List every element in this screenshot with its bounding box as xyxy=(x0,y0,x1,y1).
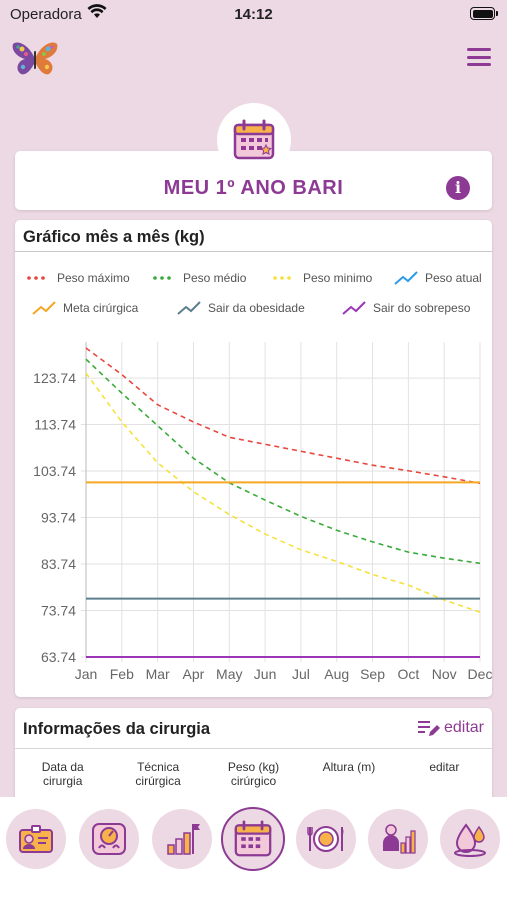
x-tick-label: Dec xyxy=(468,666,492,682)
calendar-badge xyxy=(217,103,291,177)
legend-marker xyxy=(32,301,56,315)
meal-plate-icon xyxy=(307,826,344,852)
x-tick-label: Mar xyxy=(146,666,170,682)
legend-marker xyxy=(160,276,164,280)
page-title: MEU 1º ANO BARI xyxy=(163,177,344,199)
calendar-icon xyxy=(234,820,272,857)
legend-marker xyxy=(280,276,284,280)
carrier-label: Operadora xyxy=(10,6,82,23)
legend-marker xyxy=(27,276,31,280)
series-line-peso-minimo xyxy=(85,372,481,613)
x-tick-label: May xyxy=(216,666,242,682)
butterfly-logo-icon[interactable] xyxy=(11,40,59,78)
legend-marker xyxy=(342,301,366,315)
status-bar: Operadora 14:12 xyxy=(0,0,507,30)
id-card-icon xyxy=(19,825,53,853)
edit-surgery-button[interactable]: editar xyxy=(417,719,484,737)
surgery-info-card: Informações da cirurgia editar Data da ci… xyxy=(15,708,492,808)
y-tick-label: 123.74 xyxy=(33,370,76,386)
y-tick-label: 93.74 xyxy=(41,510,76,526)
y-tick-label: 83.74 xyxy=(41,556,76,572)
legend-label: Sair do sobrepeso xyxy=(373,301,471,315)
series-line-peso-médio xyxy=(85,358,481,565)
legend-label: Peso médio xyxy=(183,271,247,285)
weight-chart: Peso máximo Peso médio Peso minimo Peso atu… xyxy=(27,271,492,682)
surgery-table-header: Data da cirurgia Técnica cirúrgica Peso (k… xyxy=(15,760,492,788)
column-header-edit: editar xyxy=(429,760,460,774)
legend-marker xyxy=(177,301,201,315)
community-stats-icon xyxy=(383,824,416,854)
progress-flag-icon xyxy=(167,824,200,855)
x-tick-label: Sep xyxy=(360,666,385,682)
scale-icon xyxy=(92,823,126,855)
x-tick-label: Nov xyxy=(432,666,457,682)
battery-icon xyxy=(470,7,498,20)
x-tick-label: Jul xyxy=(292,666,310,682)
x-tick-label: Jan xyxy=(75,666,98,682)
edit-label: editar xyxy=(443,719,484,736)
nav-scale[interactable] xyxy=(79,809,139,869)
column-header-height: Altura (m) xyxy=(322,760,376,774)
x-tick-label: Apr xyxy=(183,666,205,682)
y-tick-label: 63.74 xyxy=(41,649,76,665)
menu-button[interactable] xyxy=(467,48,491,68)
x-tick-label: Jun xyxy=(254,666,277,682)
info-icon[interactable]: i xyxy=(446,176,470,200)
legend-marker xyxy=(167,276,171,280)
legend-label: Peso minimo xyxy=(303,271,373,285)
bottom-navigation xyxy=(0,797,507,900)
x-tick-label: Aug xyxy=(324,666,349,682)
clock: 14:12 xyxy=(234,6,273,23)
legend-label: Meta cirúrgica xyxy=(63,301,139,315)
legend-marker xyxy=(394,271,418,285)
column-header-technique: Técnica cirúrgica xyxy=(135,760,181,788)
legend-marker xyxy=(273,276,277,280)
legend-label: Peso atual xyxy=(425,271,482,285)
edit-list-icon xyxy=(417,721,440,736)
legend-marker xyxy=(34,276,38,280)
calendar-icon xyxy=(233,119,275,160)
nav-community[interactable] xyxy=(368,809,428,869)
series-line-peso-máximo xyxy=(85,347,481,485)
y-tick-label: 73.74 xyxy=(41,603,76,619)
chart-card: Gráfico mês a mês (kg) Peso máximo Peso m… xyxy=(15,220,492,697)
column-header-weight: Peso (kg) cirúrgico xyxy=(227,760,280,788)
wifi-icon xyxy=(87,4,107,18)
nav-hydration[interactable] xyxy=(440,809,500,869)
legend-marker xyxy=(153,276,157,280)
x-tick-label: Feb xyxy=(110,666,134,682)
y-tick-label: 113.74 xyxy=(34,417,76,433)
nav-progress[interactable] xyxy=(152,809,212,869)
surgery-info-title: Informações da cirurgia xyxy=(23,720,211,738)
nav-meals[interactable] xyxy=(296,809,356,869)
x-tick-label: Oct xyxy=(397,666,419,682)
chart-card-header: Gráfico mês a mês (kg) xyxy=(15,220,492,252)
legend-marker xyxy=(41,276,45,280)
nav-calendar[interactable] xyxy=(221,807,285,871)
hamburger-menu-icon xyxy=(467,48,491,51)
column-header-date: Data da cirurgia xyxy=(41,760,84,788)
y-tick-label: 103.74 xyxy=(33,463,76,479)
nav-profile[interactable] xyxy=(6,809,66,869)
legend-marker xyxy=(287,276,291,280)
water-drop-icon xyxy=(454,823,486,857)
legend-label: Sair da obesidade xyxy=(208,301,305,315)
chart-title: Gráfico mês a mês (kg) xyxy=(23,228,205,246)
legend-label: Peso máximo xyxy=(57,271,130,285)
